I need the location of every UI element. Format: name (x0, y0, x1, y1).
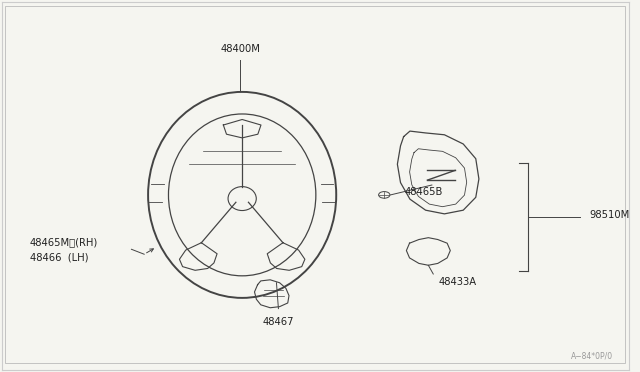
Text: 48467: 48467 (262, 317, 294, 327)
Text: 48465B: 48465B (405, 187, 444, 197)
Text: 48466  (LH): 48466 (LH) (29, 252, 88, 262)
Text: 98510M: 98510M (589, 210, 630, 220)
Text: 48465M・(RH): 48465M・(RH) (29, 237, 98, 247)
Text: 48400M: 48400M (220, 44, 260, 54)
Text: 48433A: 48433A (438, 277, 476, 287)
Text: A−84*0P/0: A−84*0P/0 (572, 352, 614, 361)
